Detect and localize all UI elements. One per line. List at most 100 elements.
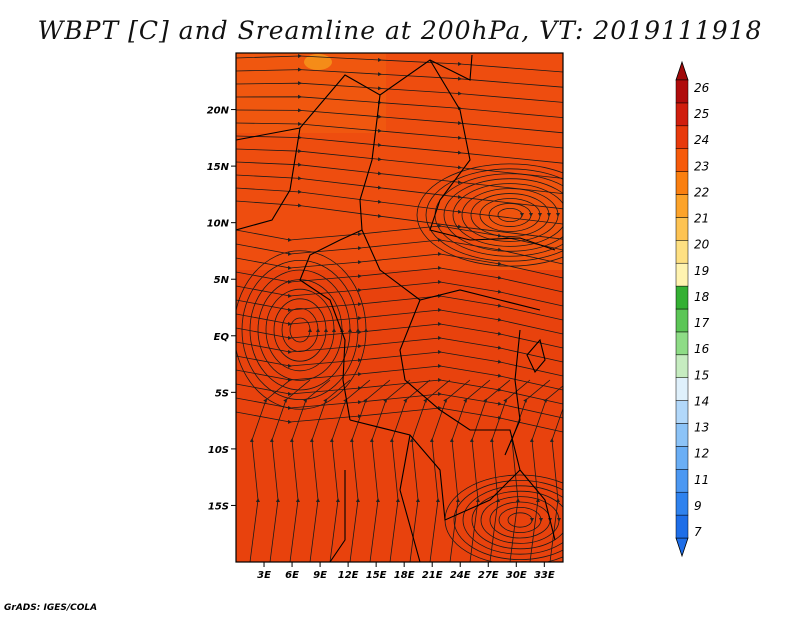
colorbar-upper-extension (675, 60, 689, 81)
streamline (236, 250, 368, 410)
colorbar-label: 15 (694, 368, 709, 382)
colorbar-label: 26 (694, 81, 710, 95)
colorbar-label: 17 (694, 316, 710, 330)
colorbar-swatch (675, 331, 689, 356)
streamline (309, 379, 351, 562)
streamline (462, 485, 563, 555)
lon-tick-label: 9E (313, 570, 327, 581)
lat-tick-label: 15N (207, 162, 230, 173)
colorbar-label: 13 (694, 421, 709, 435)
longitude-axis: 3E 6E 9E 12E 15E 18E 21E 24E 27E 30E 33E (257, 562, 555, 581)
lon-tick-label: 6E (285, 570, 299, 581)
streamline (241, 260, 360, 400)
colorbar-swatch (675, 514, 689, 539)
streamline (236, 161, 563, 194)
streamline (236, 135, 563, 164)
streamline (273, 298, 328, 362)
streamline (453, 480, 563, 560)
colorbar-label: 24 (694, 133, 709, 147)
colorbar-swatch (675, 354, 689, 378)
colorbar-swatch (675, 194, 689, 218)
streamline (236, 108, 563, 134)
streamline (349, 379, 391, 562)
colorbar-lower-extension (675, 537, 689, 558)
streamline (281, 308, 320, 352)
streamline (236, 187, 563, 225)
colorbar-swatch (675, 469, 689, 493)
streamline (236, 279, 563, 307)
lat-tick-label: 5S (215, 388, 229, 399)
colorbar-label: 22 (694, 185, 709, 199)
streamline (409, 379, 451, 562)
lon-tick-label: 27E (478, 570, 499, 581)
streamline (497, 208, 524, 222)
grads-credit: GrADS: IGES/COLA (4, 603, 98, 613)
streamline (498, 507, 543, 533)
streamline (236, 251, 563, 279)
streamline (249, 379, 291, 562)
streamline (236, 53, 563, 73)
colorbar-swatch (675, 262, 689, 287)
lon-tick-label: 12E (338, 570, 359, 581)
streamline (236, 121, 563, 149)
lon-tick-label: 30E (506, 570, 527, 581)
streamline (507, 512, 534, 528)
streamline (329, 379, 371, 562)
streamline (289, 379, 331, 562)
streamline (389, 379, 431, 562)
colorbar-label: 18 (694, 290, 710, 304)
colorbar-label: 16 (694, 342, 710, 356)
streamline (236, 148, 563, 179)
colorbar-swatch (675, 400, 689, 424)
colorbar-swatch (675, 285, 689, 310)
lat-tick-label: 15S (208, 501, 229, 512)
streamline (449, 379, 491, 562)
lon-tick-label: 18E (394, 570, 415, 581)
streamline (236, 363, 563, 391)
lat-tick-label: 20N (207, 106, 230, 117)
colorbar-swatch (675, 491, 689, 516)
colorbar-label: 23 (694, 159, 709, 173)
streamline (257, 279, 344, 381)
colorbar-label: 20 (694, 238, 710, 252)
streamline (236, 265, 563, 293)
colorbar-swatch (675, 446, 689, 470)
streamline (269, 379, 311, 562)
streamline (249, 269, 352, 391)
streamline (236, 237, 563, 265)
colorbar-label: 19 (694, 264, 709, 278)
colorbar-swatch (675, 79, 689, 104)
lon-tick-label: 33E (534, 570, 555, 581)
streamline (236, 94, 563, 118)
colorbar-swatch (675, 308, 689, 333)
map-frame (235, 52, 564, 563)
streamline (236, 307, 563, 335)
colorbar-label: 7 (694, 525, 702, 539)
streamline (236, 81, 563, 103)
streamline (444, 474, 563, 562)
map-title: WBPT [C] and Sreamline at 200hPa, VT: 20… (37, 16, 763, 45)
streamline (236, 67, 563, 88)
streamline (236, 377, 563, 405)
country-boundaries (236, 54, 556, 562)
lon-tick-label: 15E (366, 570, 387, 581)
latitude-axis: 20N 15N 10N 5N EQ 5S 10S 15S (207, 106, 236, 512)
colorbar-swatch (675, 102, 689, 127)
colorbar-swatch (675, 240, 689, 264)
colorbar-swatch (675, 423, 689, 447)
colorbar-swatch (675, 377, 689, 401)
lat-tick-label: EQ (214, 332, 230, 343)
colorbar-label: 25 (694, 107, 709, 121)
lon-tick-label: 21E (422, 570, 443, 581)
lon-tick-label: 3E (257, 570, 271, 581)
colorbar-swatch (675, 217, 689, 241)
colorbar-label: 11 (694, 473, 709, 487)
colorbar: 26 25 24 23 22 21 20 19 18 17 16 15 14 13 12 11 9 7 (675, 60, 710, 558)
colorbar-label: 9 (694, 499, 702, 513)
lat-tick-label: 5N (214, 275, 230, 286)
streamline (480, 496, 561, 544)
streamline (429, 379, 471, 562)
streamline (369, 379, 411, 562)
streamline (236, 335, 563, 363)
streamline (489, 379, 531, 562)
